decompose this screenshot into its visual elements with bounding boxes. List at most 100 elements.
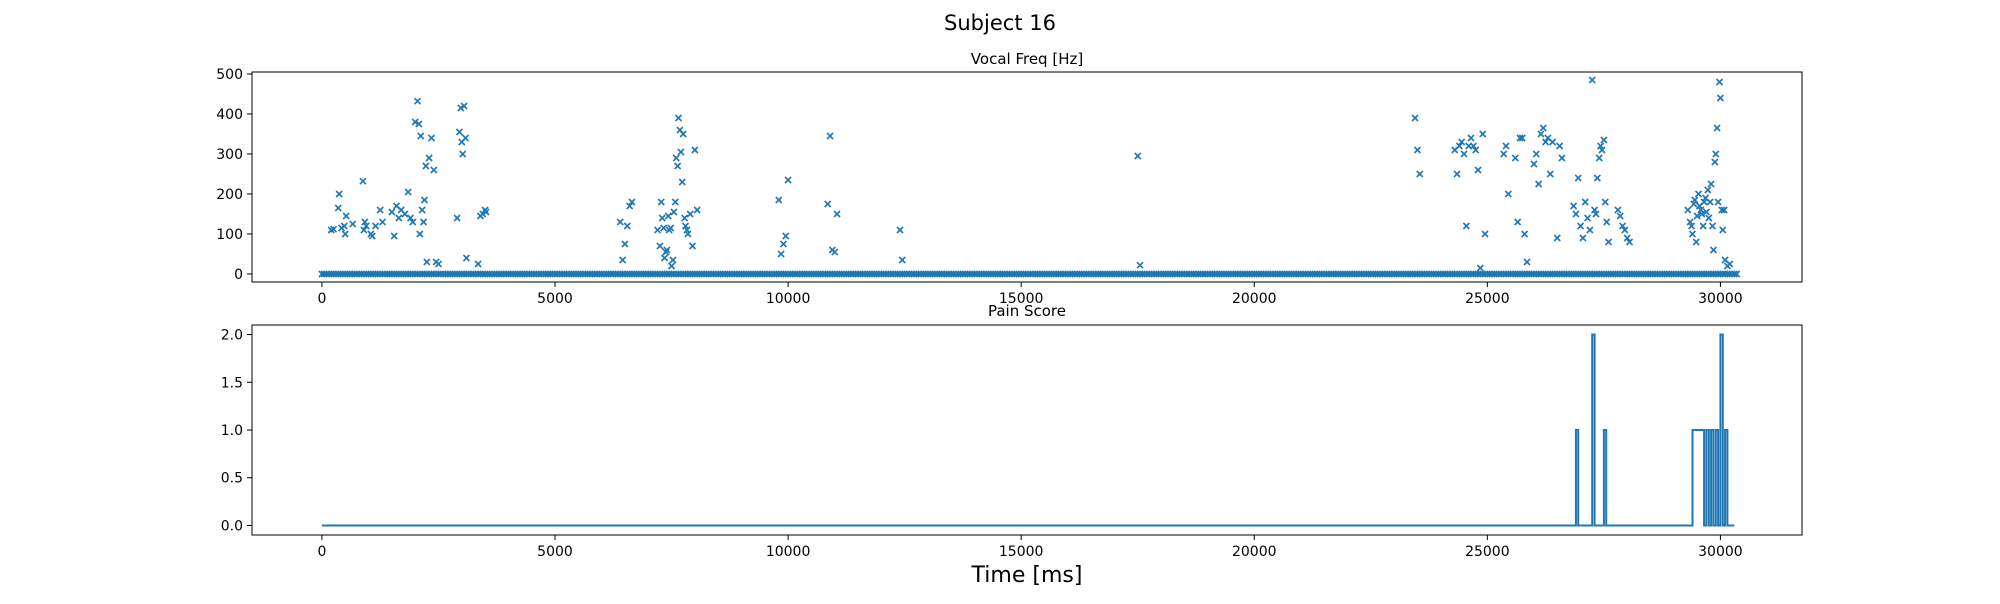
data-point bbox=[349, 220, 357, 228]
data-point bbox=[1708, 222, 1717, 230]
marker-stroke bbox=[670, 208, 678, 216]
data-point bbox=[784, 176, 792, 184]
data-point bbox=[361, 218, 369, 226]
y-tick-label: 400 bbox=[216, 107, 243, 123]
marker-stroke bbox=[1472, 146, 1480, 154]
marker-stroke bbox=[392, 202, 401, 210]
data-point bbox=[1714, 198, 1722, 206]
marker-stroke bbox=[1618, 222, 1627, 230]
data-point bbox=[621, 240, 629, 248]
marker-stroke bbox=[1467, 134, 1475, 142]
data-point bbox=[1711, 158, 1719, 166]
data-point bbox=[1532, 150, 1540, 158]
marker-stroke bbox=[782, 232, 790, 240]
marker-stroke bbox=[1455, 142, 1463, 150]
marker-stroke bbox=[1546, 170, 1554, 178]
data-point bbox=[1726, 260, 1734, 268]
marker-stroke bbox=[1469, 142, 1477, 150]
marker-stroke bbox=[667, 262, 676, 270]
marker-stroke bbox=[653, 226, 662, 234]
data-point bbox=[1458, 138, 1466, 146]
marker-stroke bbox=[406, 214, 415, 222]
marker-stroke bbox=[1590, 206, 1599, 214]
data-point bbox=[671, 198, 679, 206]
data-point bbox=[1598, 146, 1606, 154]
data-point bbox=[430, 166, 438, 174]
marker-stroke bbox=[1686, 218, 1694, 226]
data-point bbox=[1593, 174, 1601, 182]
marker-stroke bbox=[1518, 134, 1526, 142]
data-point bbox=[411, 118, 419, 126]
marker-stroke bbox=[413, 97, 422, 105]
marker-stroke bbox=[1726, 260, 1734, 268]
data-point bbox=[619, 256, 627, 264]
data-point bbox=[1718, 206, 1726, 214]
data-point bbox=[623, 222, 631, 230]
data-point bbox=[1712, 150, 1720, 158]
data-point bbox=[390, 232, 398, 240]
marker-stroke bbox=[1479, 130, 1487, 138]
data-point bbox=[457, 104, 465, 112]
marker-stroke bbox=[664, 212, 672, 220]
data-point bbox=[616, 218, 624, 226]
marker-stroke bbox=[1588, 76, 1596, 84]
marker-stroke bbox=[1504, 190, 1512, 198]
x-tick-label: 0 bbox=[317, 291, 326, 307]
data-point bbox=[1590, 206, 1599, 214]
marker-stroke bbox=[684, 230, 692, 238]
marker-stroke bbox=[361, 218, 369, 226]
marker-stroke bbox=[335, 190, 343, 198]
data-point bbox=[371, 222, 380, 230]
data-point bbox=[678, 178, 686, 186]
marker-stroke bbox=[656, 242, 664, 250]
data-point bbox=[1601, 198, 1609, 206]
marker-stroke bbox=[693, 206, 701, 214]
marker-stroke bbox=[674, 114, 683, 122]
data-point bbox=[1462, 222, 1470, 230]
marker-stroke bbox=[1556, 142, 1564, 150]
data-point bbox=[1134, 152, 1142, 160]
marker-stroke bbox=[1574, 174, 1582, 182]
series-line bbox=[321, 333, 1735, 527]
marker-stroke bbox=[1701, 194, 1710, 202]
marker-stroke bbox=[1523, 258, 1531, 266]
y-tick-label: 0.0 bbox=[221, 518, 243, 534]
marker-stroke bbox=[1688, 230, 1697, 238]
data-point bbox=[1500, 150, 1508, 158]
marker-stroke bbox=[334, 204, 342, 212]
data-point bbox=[656, 242, 664, 250]
marker-stroke bbox=[1476, 264, 1484, 272]
data-point bbox=[404, 188, 412, 196]
data-point bbox=[474, 260, 482, 268]
marker-stroke bbox=[1621, 226, 1629, 234]
marker-stroke bbox=[1532, 150, 1540, 158]
y-tick-label: 0.5 bbox=[221, 471, 243, 487]
marker-stroke bbox=[1539, 124, 1547, 132]
marker-stroke bbox=[681, 214, 689, 222]
data-point bbox=[1542, 138, 1550, 146]
marker-stroke bbox=[376, 206, 384, 214]
data-point bbox=[1698, 210, 1706, 218]
y-tick-label: 300 bbox=[216, 147, 243, 163]
data-point bbox=[1558, 154, 1566, 162]
data-point bbox=[422, 162, 430, 170]
data-point bbox=[691, 146, 699, 154]
marker-stroke bbox=[415, 120, 423, 128]
data-point bbox=[1460, 150, 1468, 158]
x-tick-label: 5000 bbox=[537, 291, 573, 307]
data-point bbox=[1588, 76, 1596, 84]
data-point bbox=[674, 114, 683, 122]
marker-stroke bbox=[1413, 146, 1421, 154]
marker-stroke bbox=[679, 130, 687, 138]
marker-stroke bbox=[1600, 136, 1608, 144]
marker-stroke bbox=[416, 230, 424, 238]
marker-stroke bbox=[427, 134, 436, 142]
data-point bbox=[779, 240, 787, 248]
data-point bbox=[453, 214, 461, 222]
marker-stroke bbox=[359, 177, 367, 185]
data-point bbox=[1623, 234, 1631, 242]
data-point bbox=[420, 196, 429, 204]
y-tick-label: 2.0 bbox=[221, 328, 243, 344]
data-point bbox=[1715, 78, 1724, 86]
